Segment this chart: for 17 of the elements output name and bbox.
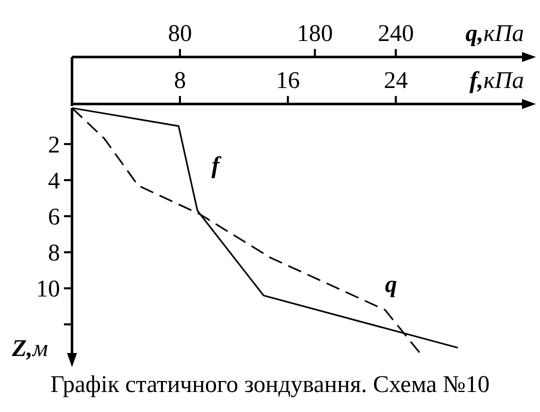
x-axis-title: f,кПа (469, 68, 524, 94)
series-label: f (211, 152, 222, 179)
series-label: q (385, 272, 398, 298)
text: Графік статичного зондування. Схема №10 (50, 372, 490, 398)
y-tick-label: 8 (48, 240, 60, 267)
y-tick-label: 10 (36, 276, 60, 303)
x2-axis-title: q,кПа (465, 21, 524, 47)
y-axis-title: Z,м (11, 336, 48, 362)
y-tick-label: 4 (48, 168, 60, 195)
x-tick-label: 8 (174, 68, 186, 94)
x2-tick-label: 180 (296, 21, 333, 47)
x2-tick-label: 80 (168, 21, 192, 47)
y-tick-label: 2 (48, 132, 60, 158)
x-tick-label: 16 (276, 68, 300, 94)
x-tick-label: 24 (384, 68, 408, 94)
y-tick-label: 6 (48, 204, 60, 231)
x2-tick-label: 240 (378, 21, 414, 47)
